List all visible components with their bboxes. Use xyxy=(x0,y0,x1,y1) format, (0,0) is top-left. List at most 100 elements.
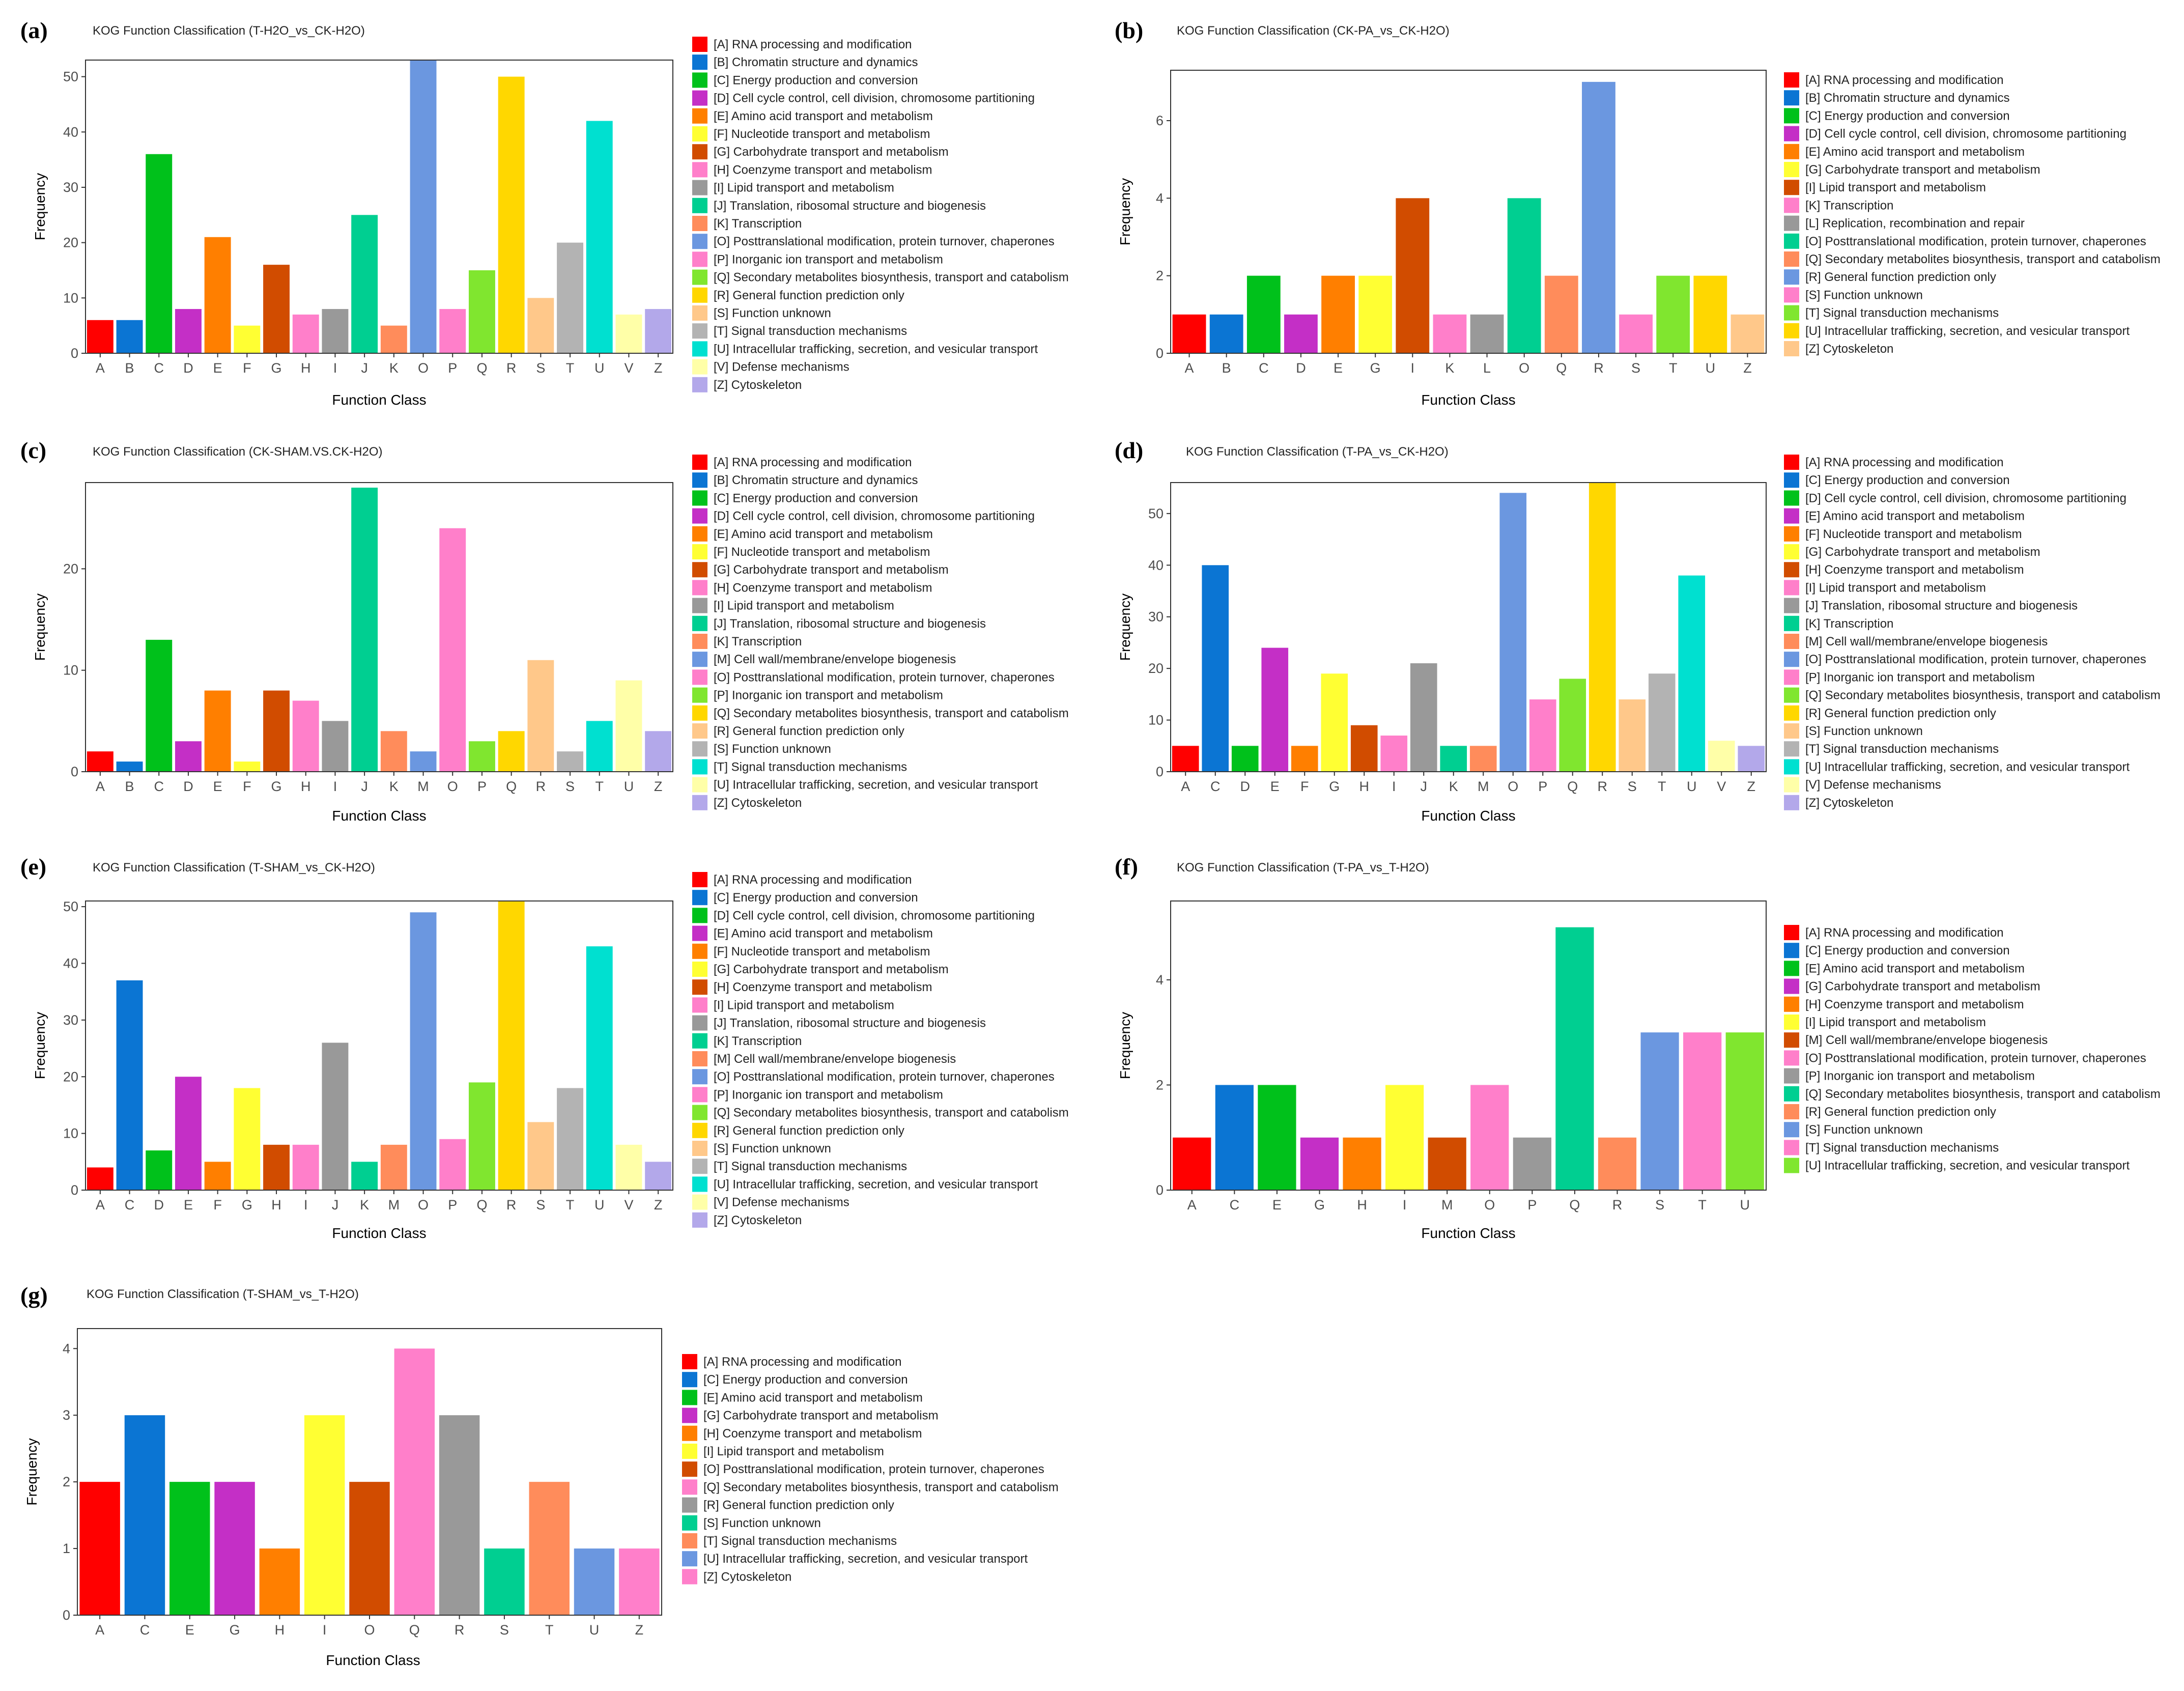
bar-Q xyxy=(468,270,495,353)
legend-swatch xyxy=(1784,90,1799,106)
bar-V xyxy=(615,314,642,353)
bar-J xyxy=(1410,663,1437,772)
x-tick-label: T xyxy=(1658,779,1666,794)
legend-item: [Q] Secondary metabolites biosynthesis, … xyxy=(714,271,1069,285)
legend-swatch xyxy=(692,997,707,1013)
bar-I xyxy=(292,1144,319,1190)
x-tick-label: U xyxy=(1687,779,1697,794)
x-tick-label: O xyxy=(418,1197,429,1213)
x-tick-label: H xyxy=(1357,1197,1367,1213)
x-tick-label: Q xyxy=(1569,1197,1580,1213)
bar-M xyxy=(410,751,437,772)
bar-Q xyxy=(468,1082,495,1190)
bar-D xyxy=(1284,314,1318,353)
legend-swatch xyxy=(692,90,707,106)
legend-swatch xyxy=(692,1015,707,1031)
bar-O xyxy=(349,1482,390,1615)
legend-item: [O] Posttranslational modification, prot… xyxy=(714,235,1055,248)
legend-item: [B] Chromatin structure and dynamics xyxy=(714,55,918,69)
bar-A xyxy=(79,1482,120,1615)
legend-swatch xyxy=(692,455,707,470)
legend-swatch xyxy=(682,1515,697,1531)
legend-swatch xyxy=(692,54,707,70)
legend-swatch xyxy=(692,872,707,887)
bar-J xyxy=(351,487,378,772)
bar-B xyxy=(116,320,143,353)
legend-swatch xyxy=(692,979,707,995)
bar-P xyxy=(439,309,466,353)
legend-item: [H] Coenzyme transport and metabolism xyxy=(703,1427,922,1441)
x-tick-label: K xyxy=(1449,779,1458,794)
legend-swatch xyxy=(1784,943,1799,959)
legend-swatch xyxy=(692,652,707,667)
x-tick-label: R xyxy=(506,360,517,376)
legend-item: [C] Energy production and conversion xyxy=(703,1373,908,1387)
x-tick-label: G xyxy=(230,1622,240,1638)
bar-P xyxy=(468,741,495,772)
y-tick-label: 4 xyxy=(1156,972,1164,988)
legend-swatch xyxy=(1784,233,1799,249)
y-tick-label: 40 xyxy=(63,124,78,139)
legend-item: [J] Translation, ribosomal structure and… xyxy=(714,617,986,631)
x-axis-label: Function Class xyxy=(1421,392,1515,408)
legend-item: [H] Coenzyme transport and metabolism xyxy=(1805,563,2024,577)
x-tick-label: C xyxy=(125,1197,135,1213)
legend-swatch xyxy=(1784,126,1799,142)
legend-item: [I] Lipid transport and metabolism xyxy=(714,998,894,1012)
legend-item: [I] Lipid transport and metabolism xyxy=(714,181,894,195)
bar-F xyxy=(1291,746,1318,772)
legend-swatch xyxy=(692,341,707,357)
legend-item: [S] Function unknown xyxy=(714,742,831,756)
bar-I xyxy=(304,1415,345,1615)
legend-item: [Z] Cytoskeleton xyxy=(703,1570,791,1584)
y-tick-label: 30 xyxy=(1148,609,1164,625)
x-tick-label: E xyxy=(1334,360,1343,376)
panel-letter: (c) xyxy=(20,437,46,463)
chart-panel-0: (a) KOG Function Classification (T-H2O_vs… xyxy=(20,17,1069,408)
x-tick-label: U xyxy=(624,779,634,794)
legend-item: [C] Energy production and conversion xyxy=(714,73,918,87)
bar-F xyxy=(204,1162,231,1190)
y-axis-label: Frequency xyxy=(1117,594,1133,661)
bar-D xyxy=(175,309,202,353)
legend-swatch xyxy=(692,1159,707,1174)
x-tick-label: R xyxy=(536,779,546,794)
legend-swatch xyxy=(692,562,707,578)
bar-O xyxy=(410,60,437,353)
x-tick-label: C xyxy=(140,1622,150,1638)
x-tick-label: I xyxy=(333,360,337,376)
bar-M xyxy=(380,1144,407,1190)
legend-item: [S] Function unknown xyxy=(714,306,831,320)
x-tick-label: F xyxy=(243,779,251,794)
bar-S xyxy=(527,298,554,353)
x-tick-label: H xyxy=(1359,779,1370,794)
legend-item: [P] Inorganic ion transport and metaboli… xyxy=(1805,1069,2035,1083)
x-tick-label: Z xyxy=(654,1197,663,1213)
legend-swatch xyxy=(692,544,707,559)
x-tick-label: O xyxy=(1484,1197,1495,1213)
bar-Z xyxy=(1731,314,1765,353)
x-tick-label: F xyxy=(213,1197,222,1213)
legend-swatch xyxy=(1784,215,1799,231)
legend-item: [O] Posttranslational modification, prot… xyxy=(1805,1051,2146,1065)
legend-item: [U] Intracellular trafficking, secretion… xyxy=(714,342,1038,356)
bar-S xyxy=(527,1122,554,1190)
legend-item: [T] Signal transduction mechanisms xyxy=(1805,306,1999,320)
x-tick-label: A xyxy=(1181,779,1190,794)
bar-Z xyxy=(1738,746,1765,772)
x-tick-label: U xyxy=(589,1622,600,1638)
plot-frame xyxy=(1170,900,1767,1191)
legend-swatch xyxy=(692,908,707,923)
x-tick-label: M xyxy=(1441,1197,1453,1213)
x-tick-label: B xyxy=(125,360,134,376)
legend-item: [Q] Secondary metabolites biosynthesis, … xyxy=(703,1480,1059,1494)
y-tick-label: 30 xyxy=(63,180,78,195)
legend-swatch xyxy=(692,687,707,703)
bar-A xyxy=(87,320,114,353)
bar-Q xyxy=(1544,275,1578,353)
y-tick-label: 0 xyxy=(1156,1182,1164,1198)
legend-swatch xyxy=(1784,1158,1799,1173)
chart-panel-5: (f) KOG Function Classification (T-PA_vs_… xyxy=(1115,854,2161,1241)
legend-item: [F] Nucleotide transport and metabolism xyxy=(714,545,930,559)
legend-item: [Q] Secondary metabolites biosynthesis, … xyxy=(714,1106,1069,1120)
